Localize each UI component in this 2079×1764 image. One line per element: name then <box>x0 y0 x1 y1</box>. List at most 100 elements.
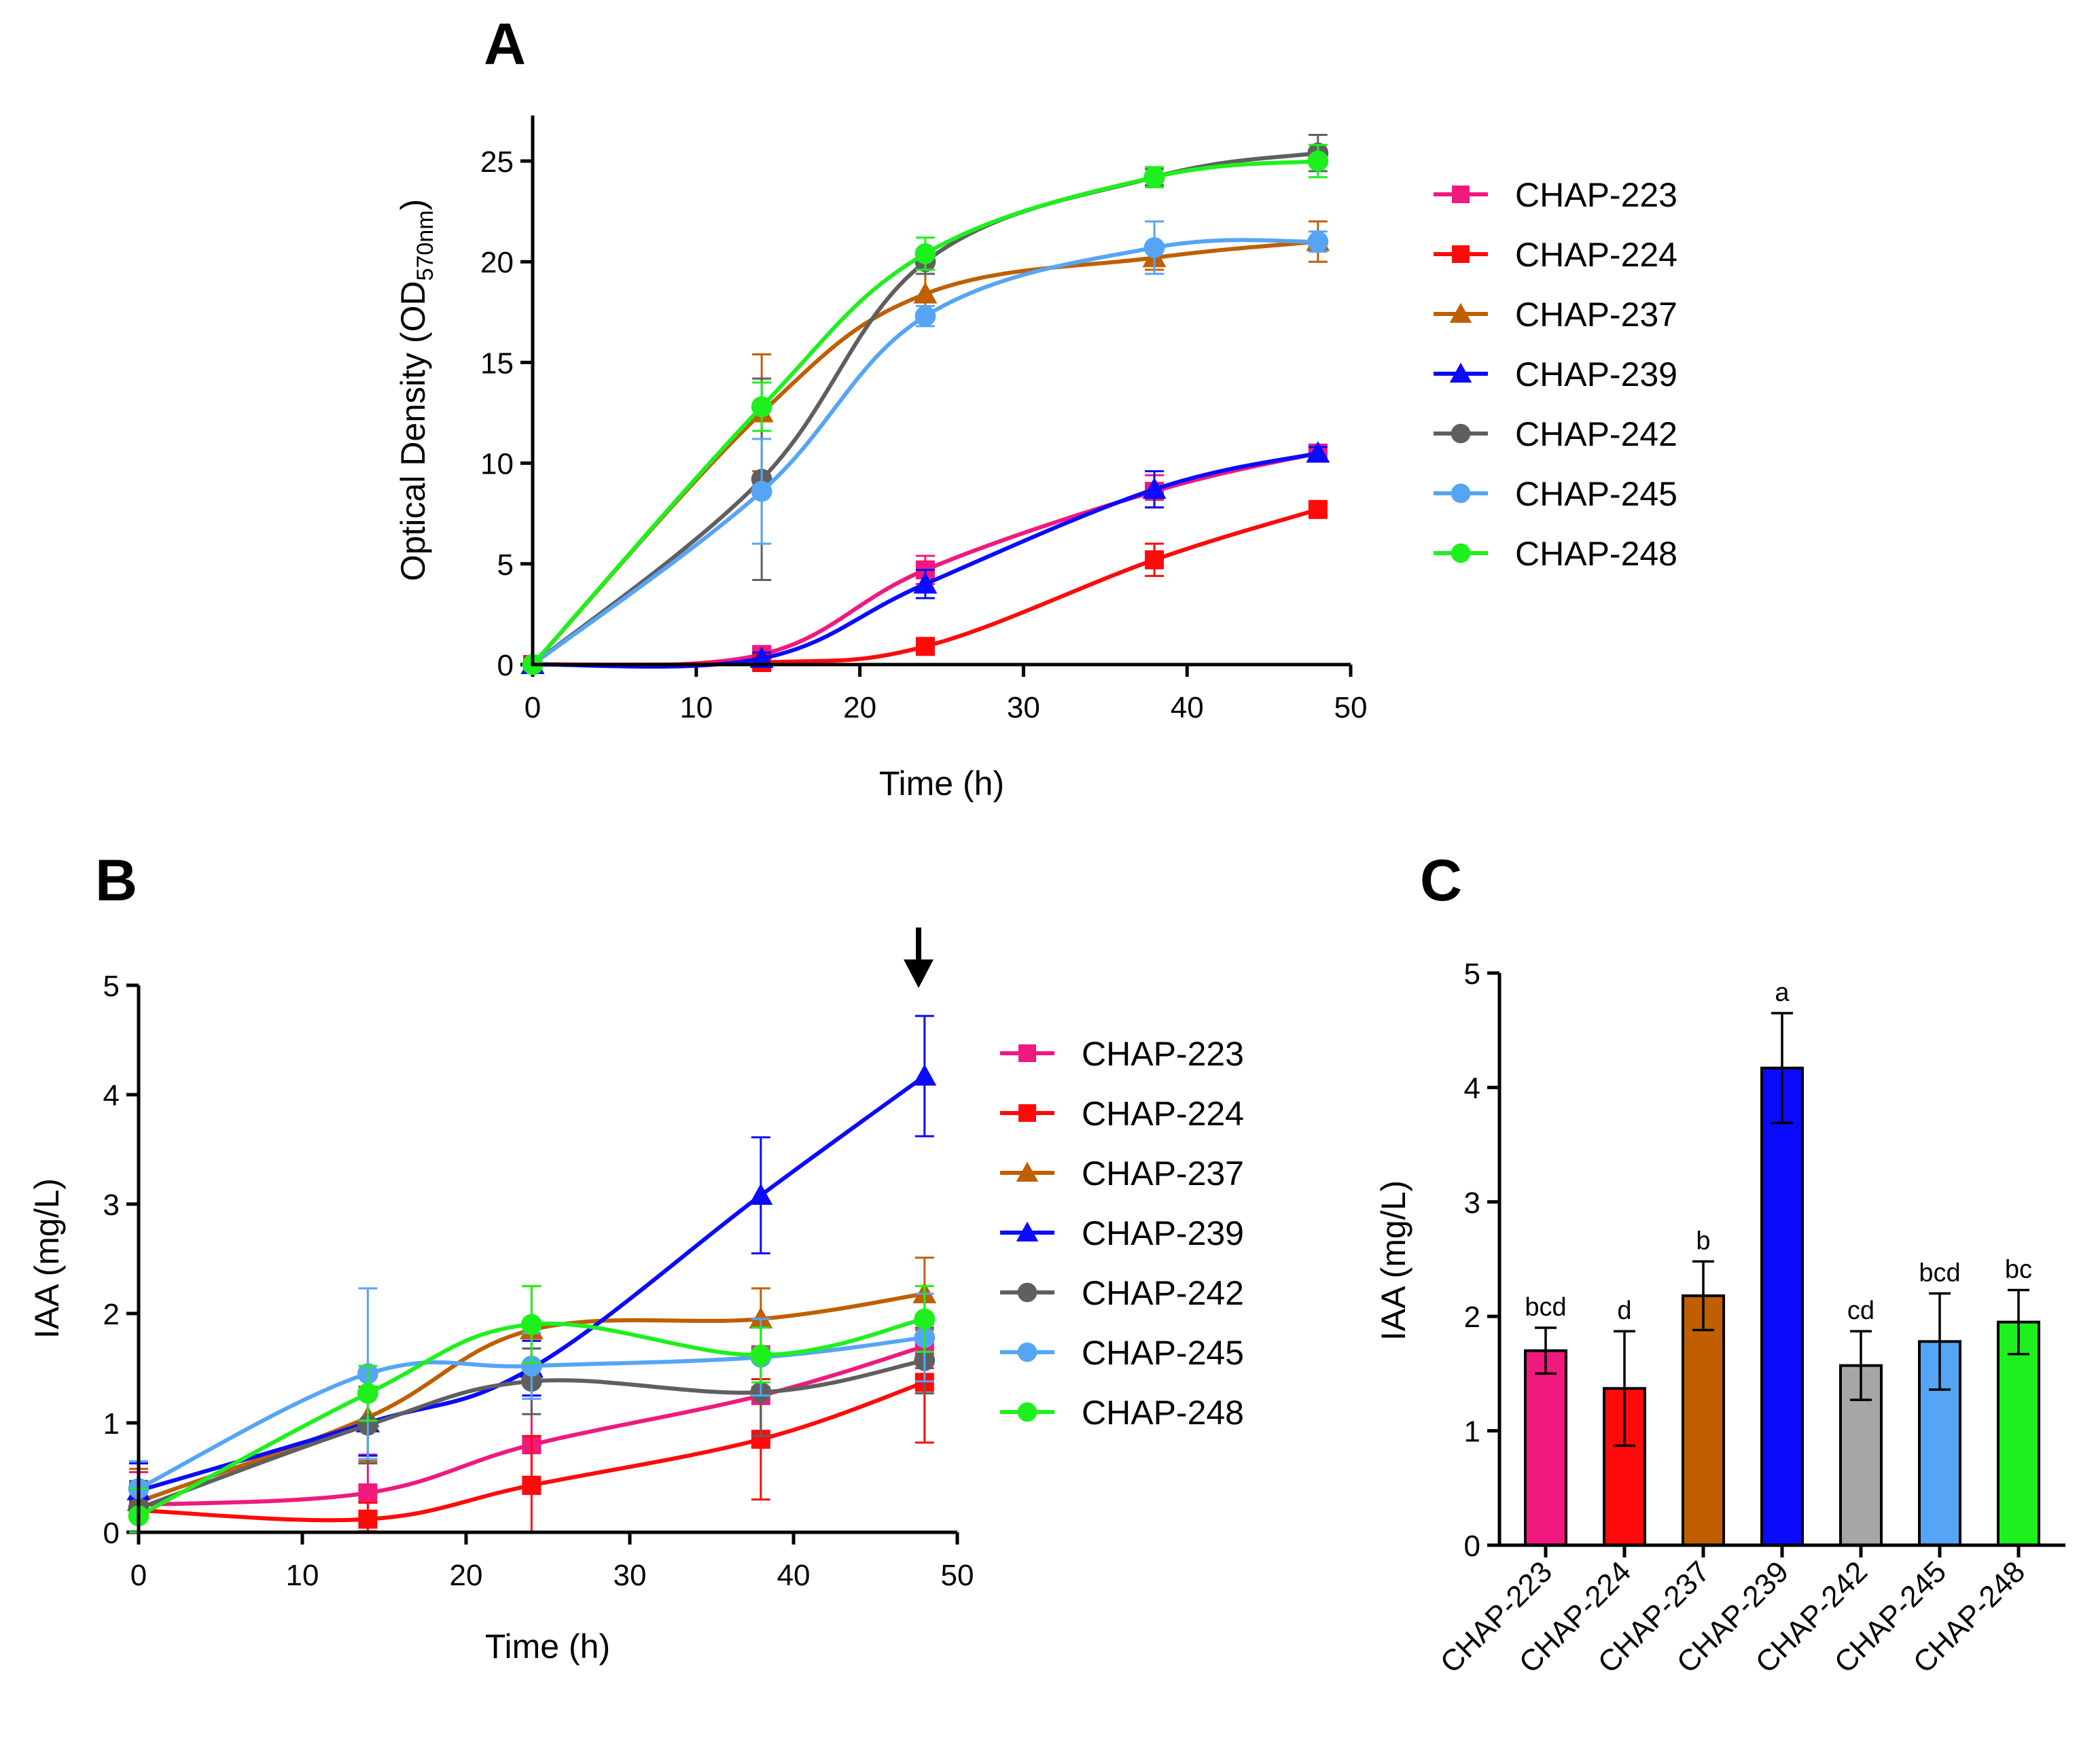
panel-b-point-chap-248-4 <box>914 1308 936 1330</box>
panel-a-x-tick-label-0: 0 <box>525 691 541 724</box>
panel-a-point-chap-239-3 <box>1142 477 1167 499</box>
panel-b-x-tick-label-0: 0 <box>130 1559 147 1592</box>
panel-b-x-label: Time (h) <box>485 1627 610 1665</box>
panel-a-legend: CHAP-223 CHAP-224 CHAP-237 CHAP-239 CHAP-242… <box>1434 176 1677 573</box>
panel-a-y-tick-label-15: 15 <box>480 347 514 380</box>
panel-b-legend-marker-chap-248 <box>1017 1402 1037 1422</box>
panel-a-line-chap-248 <box>531 159 1319 666</box>
panel-letter-b: B <box>95 848 137 913</box>
panel-a-point-chap-224-4 <box>1308 499 1328 519</box>
panel-c-y-label: IAA (mg/L) <box>1374 1180 1412 1341</box>
panel-a-growth-chart: 0 10 20 30 40 50 0 5 10 15 20 25 Time (h) Optical D… <box>394 116 1677 802</box>
panel-c-significance-chap-239: a <box>1775 978 1790 1007</box>
panel-c-significance-chap-224: d <box>1617 1296 1631 1325</box>
panel-a-legend-label-chap-223: CHAP-223 <box>1515 176 1677 214</box>
panel-c-significance-chap-242: cd <box>1847 1296 1874 1325</box>
panel-b-x-tick-label-30: 30 <box>614 1559 647 1592</box>
panel-a-legend-marker-chap-242 <box>1451 423 1471 444</box>
panel-a-legend-label-chap-245: CHAP-245 <box>1515 475 1677 513</box>
panel-c-significance-chap-237: b <box>1696 1227 1710 1255</box>
panel-a-legend-marker-chap-239 <box>1449 362 1472 383</box>
panel-b-iaa-time-chart: 0 10 20 30 40 50 0 1 2 3 4 5 Time (h) IAA (mg/L) CH… <box>28 928 1244 1665</box>
panel-b-legend-marker-chap-237 <box>1016 1161 1039 1182</box>
panel-b-axes <box>137 985 957 1534</box>
panel-c-bar-chap-239 <box>1760 1066 1804 1547</box>
panel-c-y-tick-label-0: 0 <box>1464 1530 1480 1563</box>
panel-b-y-tick-label-3: 3 <box>103 1188 120 1222</box>
panel-b-ticks: 0 10 20 30 40 50 0 1 2 3 4 5 <box>103 970 974 1592</box>
panel-a-line-chap-245 <box>531 238 1318 667</box>
panel-b-legend-label-chap-248: CHAP-248 <box>1082 1394 1244 1432</box>
panel-b-point-chap-248-3 <box>750 1344 772 1366</box>
panel-b-legend-marker-chap-224 <box>1018 1104 1036 1122</box>
panel-a-legend-marker-chap-223 <box>1452 186 1470 203</box>
panel-letter-c: C <box>1420 848 1462 913</box>
panel-b-legend-label-chap-223: CHAP-223 <box>1082 1035 1244 1073</box>
panel-b-y-label: IAA (mg/L) <box>28 1178 66 1339</box>
panel-c-axes <box>1497 973 2065 1547</box>
panel-b-point-chap-239-3 <box>749 1183 773 1205</box>
panel-b-point-chap-239-4 <box>912 1064 937 1086</box>
panel-a-x-label: Time (h) <box>879 764 1004 802</box>
panel-a-ticks: 0 10 20 30 40 50 0 5 10 15 20 25 <box>480 145 1367 724</box>
panel-a-point-chap-248-3 <box>1143 166 1165 188</box>
panel-c-bar-chap-237 <box>1682 1294 1725 1547</box>
panel-c-significance-chap-245: bcd <box>1919 1259 1960 1288</box>
panel-a-point-chap-224-3 <box>1145 550 1165 569</box>
panel-b-point-chap-224-2 <box>522 1475 541 1495</box>
panel-a-legend-marker-chap-224 <box>1452 245 1470 263</box>
panel-a-x-tick-label-40: 40 <box>1171 691 1204 724</box>
panel-a-legend-label-chap-224: CHAP-224 <box>1515 236 1677 274</box>
panel-a-point-chap-245-1 <box>751 480 772 502</box>
panel-a-point-chap-245-3 <box>1143 237 1165 258</box>
panel-a-axes <box>531 116 1351 667</box>
panel-c-significance-chap-248: bc <box>2005 1255 2032 1284</box>
panel-a-x-tick-label-30: 30 <box>1007 691 1040 724</box>
panel-b-x-tick-label-20: 20 <box>450 1559 483 1592</box>
panel-b-point-chap-248-1 <box>357 1383 378 1404</box>
panel-b-point-chap-224-1 <box>358 1509 378 1529</box>
panel-a-y-label-sub: 570nm <box>412 210 438 281</box>
panel-a-legend-marker-chap-248 <box>1451 543 1471 563</box>
panel-a-point-chap-248-2 <box>914 243 936 264</box>
panel-a-point-chap-237-2 <box>913 282 938 304</box>
panel-b-legend-marker-chap-245 <box>1017 1342 1037 1362</box>
panel-b-x-tick-label-40: 40 <box>777 1559 811 1592</box>
panel-a-legend-label-chap-239: CHAP-239 <box>1515 355 1677 393</box>
panel-a-y-label: Optical Density (OD570nm) <box>394 199 438 581</box>
panel-c-bar-chap-223 <box>1524 1349 1567 1547</box>
panel-b-point-chap-248-2 <box>521 1313 542 1335</box>
panel-a-point-chap-245-2 <box>914 305 936 327</box>
panel-b-series <box>126 1015 937 1534</box>
panel-a-y-tick-label-25: 25 <box>480 145 514 179</box>
panel-b-y-tick-label-5: 5 <box>103 970 120 1003</box>
panel-a-y-tick-label-5: 5 <box>497 548 514 582</box>
panel-a-y-tick-label-20: 20 <box>480 246 514 279</box>
panel-b-legend-label-chap-242: CHAP-242 <box>1082 1274 1244 1312</box>
panel-b-legend-marker-chap-223 <box>1018 1044 1036 1062</box>
panel-c-y-tick-label-5: 5 <box>1464 957 1480 991</box>
panel-b-legend-label-chap-237: CHAP-237 <box>1082 1154 1244 1193</box>
panel-a-legend-label-chap-242: CHAP-242 <box>1515 415 1677 453</box>
panel-a-point-chap-248-4 <box>1307 150 1329 172</box>
panel-a-legend-label-chap-248: CHAP-248 <box>1515 535 1677 573</box>
panel-a-point-chap-248-1 <box>751 396 772 418</box>
panel-b-y-tick-label-2: 2 <box>103 1298 120 1331</box>
panel-a-point-chap-245-4 <box>1307 231 1329 252</box>
panel-b-legend-label-chap-245: CHAP-245 <box>1082 1334 1244 1372</box>
panel-a-point-chap-239-1 <box>749 646 774 669</box>
panel-a-x-tick-label-50: 50 <box>1334 691 1368 724</box>
panel-b-legend-label-chap-224: CHAP-224 <box>1082 1095 1244 1133</box>
panel-a-y-tick-label-10: 10 <box>480 448 514 481</box>
panel-c-significance-chap-223: bcd <box>1525 1293 1566 1322</box>
panel-c-y-tick-label-3: 3 <box>1464 1186 1480 1220</box>
panel-b-y-tick-label-1: 1 <box>103 1407 120 1441</box>
panel-b-legend-marker-chap-242 <box>1017 1282 1037 1303</box>
panel-c-bars: bcdCHAP-223dCHAP-224bCHAP-237aCHAP-239cd… <box>1434 978 2040 1680</box>
panel-b-y-tick-label-0: 0 <box>103 1517 120 1550</box>
panel-b-x-tick-label-50: 50 <box>941 1559 974 1592</box>
panel-c-bar-chap-248 <box>1997 1320 2040 1547</box>
panel-a-point-chap-239-4 <box>1306 441 1330 463</box>
